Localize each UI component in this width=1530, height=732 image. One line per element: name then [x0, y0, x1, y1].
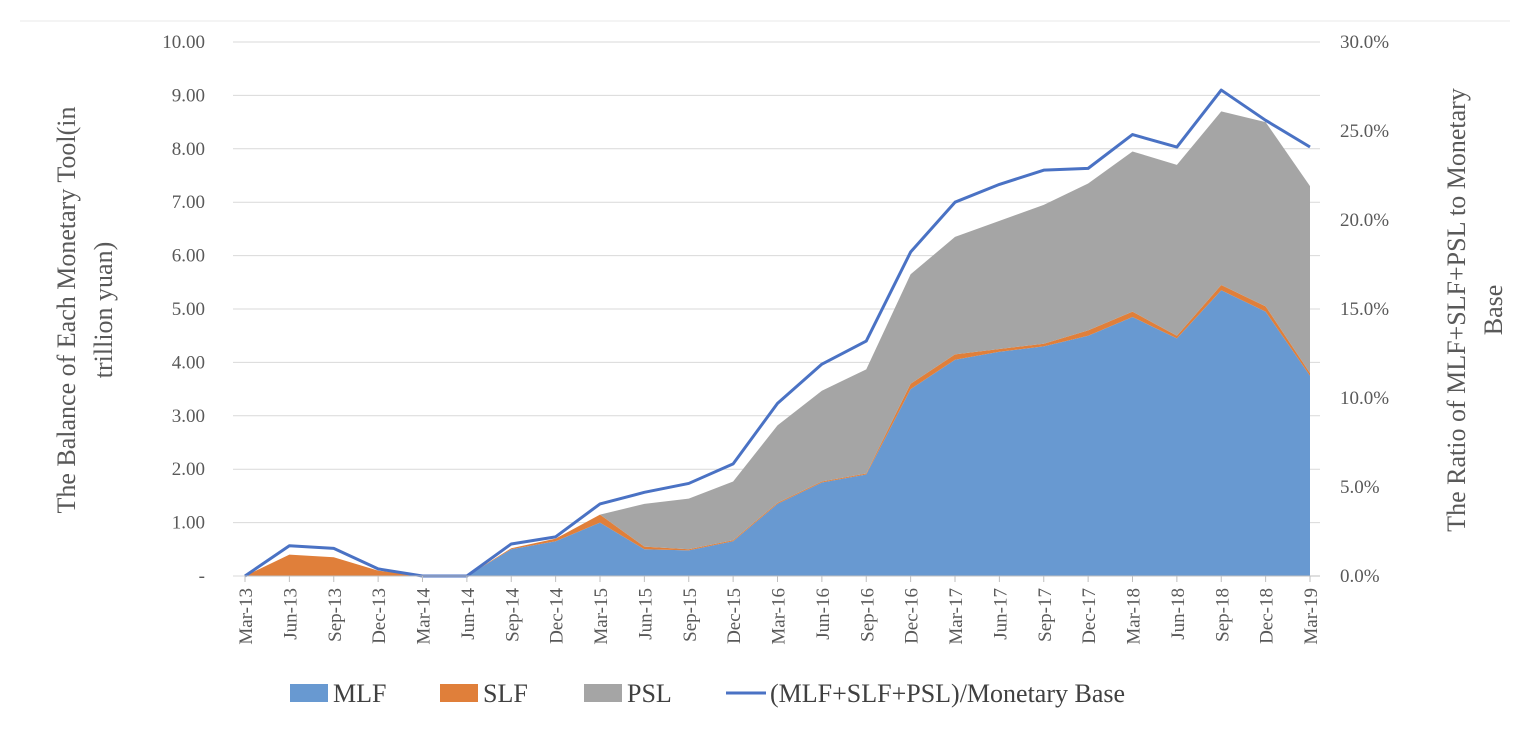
area-series	[245, 111, 1310, 577]
left-axis-title-line1: The Balance of Each Monetary Tool(in	[52, 106, 81, 513]
left-axis-title-line2: trillion yuan)	[89, 242, 118, 378]
right-axis-title-line1: The Ratio of MLF+SLF+PSL to Monetary	[1442, 88, 1471, 532]
x-tick-label: Dec-16	[902, 588, 923, 644]
area-psl	[245, 111, 1310, 577]
x-tick-label: Dec-15	[724, 588, 745, 644]
x-tick-label: Sep-18	[1212, 588, 1233, 642]
left-tick-label: 2.00	[172, 459, 205, 480]
right-tick-label: 30.0%	[1340, 32, 1389, 53]
left-tick-label: 6.00	[172, 246, 205, 267]
right-tick-label: 10.0%	[1340, 388, 1389, 409]
x-tick-label: Sep-17	[1035, 588, 1056, 642]
x-tick-label: Mar-18	[1124, 588, 1145, 645]
x-tick-label: Mar-19	[1301, 588, 1322, 645]
left-tick-label: 10.00	[162, 32, 205, 53]
right-tick-label: 15.0%	[1340, 299, 1389, 320]
x-tick-label: Jun-13	[280, 588, 301, 640]
right-tick-label: 20.0%	[1340, 210, 1389, 231]
x-tick-label: Dec-14	[547, 588, 568, 644]
x-tick-label: Jun-14	[458, 588, 479, 640]
left-tick-label: 8.00	[172, 139, 205, 160]
x-tick-label: Mar-16	[769, 588, 790, 645]
gridlines	[20, 20, 1510, 577]
legend-label-slf: SLF	[483, 679, 528, 708]
right-tick-label: 25.0%	[1340, 121, 1389, 142]
x-tick-label: Mar-17	[946, 588, 967, 645]
legend-label-mlf: MLF	[333, 679, 386, 708]
right-axis-ticks: 0.0% 5.0% 10.0% 15.0% 20.0% 25.0% 30.0%	[1340, 32, 1389, 587]
left-tick-label: -	[199, 566, 205, 587]
x-tick-label: Sep-13	[325, 588, 346, 642]
x-tick-label: Mar-15	[591, 588, 612, 645]
left-axis-ticks: - 1.00 2.00 3.00 4.00 5.00 6.00 7.00 8.00 9.00 10.…	[162, 32, 205, 587]
x-tick-label: Sep-15	[680, 588, 701, 642]
x-tick-label: Dec-18	[1257, 588, 1278, 644]
left-tick-label: 9.00	[172, 85, 205, 106]
area-mlf	[245, 290, 1310, 576]
x-tick-label: Jun-18	[1168, 588, 1189, 640]
x-tick-label: Mar-14	[414, 588, 435, 645]
legend: MLF SLF PSL (MLF+SLF+PSL)/Monetary Base	[290, 679, 1125, 708]
left-tick-label: 1.00	[172, 513, 205, 534]
legend-label-ratio: (MLF+SLF+PSL)/Monetary Base	[770, 679, 1125, 708]
x-tick-label: Jun-15	[635, 588, 656, 640]
legend-label-psl: PSL	[627, 679, 672, 708]
right-axis-title-line2: Base	[1479, 285, 1508, 336]
x-tick-label: Mar-13	[236, 588, 257, 645]
x-tick-label: Sep-14	[502, 588, 523, 642]
x-tick-label: Jun-16	[813, 588, 834, 640]
left-tick-label: 4.00	[172, 352, 205, 373]
right-tick-label: 0.0%	[1340, 566, 1380, 587]
x-tick-label: Dec-13	[369, 588, 390, 644]
right-tick-label: 5.0%	[1340, 477, 1380, 498]
x-tick-label: Jun-17	[990, 588, 1011, 640]
left-tick-label: 3.00	[172, 406, 205, 427]
legend-swatch-mlf	[290, 684, 328, 702]
x-axis-ticks: Mar-13 Jun-13 Sep-13 Dec-13 Mar-14 Jun-14 Sep-…	[236, 575, 1322, 645]
left-tick-label: 5.00	[172, 299, 205, 320]
legend-swatch-slf	[440, 684, 478, 702]
legend-swatch-psl	[584, 684, 622, 702]
x-tick-label: Dec-17	[1079, 588, 1100, 644]
left-tick-label: 7.00	[172, 192, 205, 213]
x-tick-label: Sep-16	[857, 588, 878, 642]
